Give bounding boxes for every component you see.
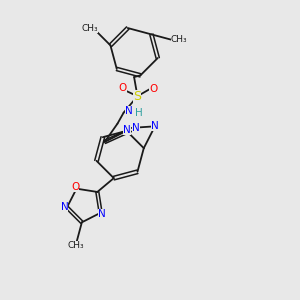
Text: O: O <box>71 182 79 193</box>
Text: N: N <box>133 123 140 133</box>
Text: CH₃: CH₃ <box>171 35 188 44</box>
Text: N: N <box>151 121 159 131</box>
Text: CH₃: CH₃ <box>67 241 84 250</box>
Text: S: S <box>134 90 142 103</box>
Text: CH₃: CH₃ <box>81 24 98 33</box>
Text: N: N <box>98 209 106 219</box>
Text: N: N <box>123 125 130 135</box>
Text: O: O <box>149 84 158 94</box>
Text: H: H <box>135 108 143 118</box>
Text: O: O <box>118 83 127 93</box>
Text: N: N <box>125 106 133 116</box>
Text: N: N <box>61 202 68 212</box>
